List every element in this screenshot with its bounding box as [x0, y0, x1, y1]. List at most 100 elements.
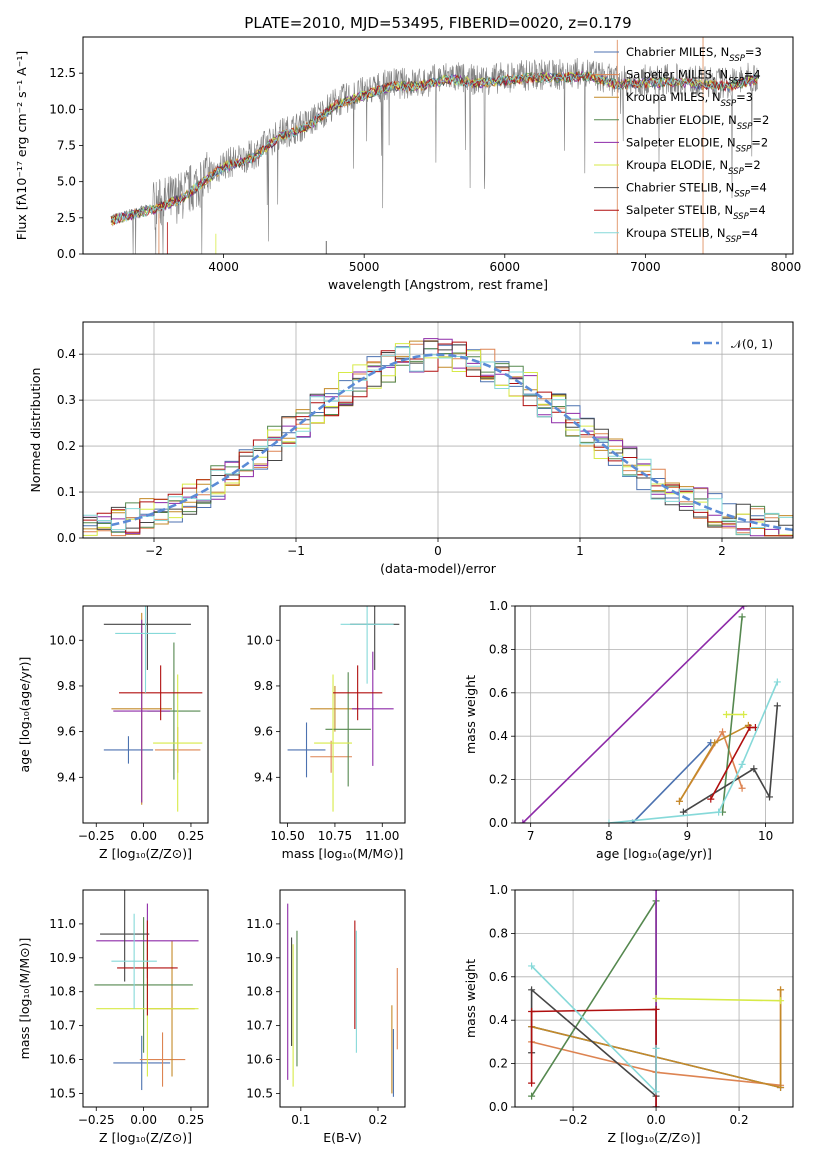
legend-label-name: Chabrier STELIB, N	[626, 181, 734, 195]
plus-marker	[711, 739, 719, 747]
y-tick-label: 10.9	[49, 951, 76, 965]
mass-weight-line	[530, 1008, 657, 1107]
y-tick-label: 10.5	[49, 1086, 76, 1100]
model-spectrum-line	[110, 71, 758, 226]
plus-marker	[528, 1008, 536, 1016]
mass-weight-line	[531, 965, 657, 1094]
plus-marker	[750, 765, 758, 773]
y-tick-label: 10.6	[246, 1053, 273, 1067]
x-tick-label: 7000	[630, 260, 661, 274]
x-axis-label: age [log₁₀(age/yr)]	[596, 846, 712, 861]
residuals-frame	[82, 321, 794, 539]
observed-spectrum-line	[110, 57, 758, 254]
y-tick-label: 10.7	[246, 1019, 273, 1033]
plus-marker	[707, 795, 715, 803]
y-tick-label: 9.8	[254, 679, 273, 693]
y-tick-label: 2.5	[57, 211, 76, 225]
y-tick-label: 0.8	[489, 642, 508, 656]
legend-label-sub: SSP	[721, 99, 737, 109]
plus-marker	[679, 808, 687, 816]
y-tick-label: 7.5	[57, 139, 76, 153]
mass-weight-line	[682, 705, 779, 813]
plus-marker	[652, 995, 660, 1002]
legend-label: Chabrier STELIB, NSSP=4	[626, 181, 767, 200]
x-tick-label: 0	[434, 544, 442, 558]
y-tick-label: 0.2	[489, 1057, 508, 1071]
x-tick-label: 0.2	[368, 1113, 387, 1127]
x-tick-label: 7	[527, 829, 535, 843]
x-tick-label: 0.25	[178, 829, 205, 843]
x-tick-label: −0.25	[78, 829, 115, 843]
legend-label-sub: SSP	[728, 167, 744, 177]
plus-marker	[528, 962, 536, 970]
plus-marker	[722, 711, 730, 718]
x-tick-label: −2	[145, 544, 163, 558]
plus-marker	[777, 986, 785, 994]
y-tick-label: 0.0	[489, 816, 508, 830]
x-tick-label: 0.0	[647, 1113, 666, 1127]
y-tick-label: 1.0	[489, 883, 508, 897]
x-tick-label: 0.2	[730, 1113, 749, 1127]
y-axis-label: Flux [fλ10⁻¹⁷ erg cm⁻² s⁻¹ A⁻¹]	[14, 51, 29, 240]
y-tick-label: 10.9	[246, 951, 273, 965]
plus-marker	[652, 890, 660, 894]
legend-label-name: Salpeter MILES, N	[626, 68, 728, 82]
legend-label-suffix: =2	[752, 113, 769, 127]
x-tick-label: 9	[683, 829, 691, 843]
legend-label-name: Salpeter ELODIE, N	[626, 135, 736, 149]
legend-label: Salpeter STELIB, NSSP=4	[626, 203, 766, 222]
legend-label-sub: SSP	[729, 54, 745, 64]
legend-label-sub: SSP	[736, 144, 752, 154]
y-tick-label: 1.0	[489, 599, 508, 613]
plus-marker	[519, 819, 527, 823]
x-tick-label: 2	[718, 544, 726, 558]
model-spectrum-line	[110, 71, 758, 226]
legend-label-name: Chabrier ELODIE, N	[626, 113, 737, 127]
x-tick-label: 5000	[349, 260, 380, 274]
normal-reference-curve	[111, 353, 793, 532]
y-tick-label: 0.2	[489, 773, 508, 787]
plus-marker	[777, 997, 785, 1005]
mass-weight-vs-age-frame	[514, 605, 794, 824]
y-axis-label: Normed distribution	[28, 368, 43, 493]
legend-label: Salpeter MILES, NSSP=4	[626, 68, 761, 87]
y-tick-label: 0.4	[489, 1013, 508, 1027]
y-tick-label: 9.8	[57, 679, 76, 693]
y-tick-label: 10.6	[49, 1053, 76, 1067]
plus-marker	[740, 606, 748, 610]
plus-marker	[652, 1088, 660, 1096]
y-tick-label: 10.0	[49, 633, 76, 647]
y-tick-label: 10.0	[246, 633, 273, 647]
x-tick-label: −0.25	[78, 1113, 115, 1127]
mass-weight-line	[522, 606, 745, 823]
y-tick-label: 9.4	[57, 770, 76, 784]
legend-label-sub: SSP	[728, 77, 744, 87]
plus-marker	[652, 1044, 660, 1052]
y-tick-label: 0.0	[57, 247, 76, 261]
plus-marker	[773, 678, 781, 686]
x-tick-label: 10	[758, 829, 773, 843]
y-tick-label: 11.0	[246, 917, 273, 931]
chart-title: PLATE=2010, MJD=53495, FIBERID=0020, z=0…	[244, 14, 631, 32]
legend-label-sub: SSP	[726, 235, 742, 245]
age-vs-z-errorbars	[103, 606, 203, 812]
mass-vs-ebv-axes: 0.1 0.2 10.5 10.6 10.7 10.8 10.9 11.0 E(B-V)	[246, 917, 387, 1145]
y-tick-label: 0.4	[489, 729, 508, 743]
legend-label-suffix: =4	[750, 181, 767, 195]
residual-histogram-step	[83, 347, 793, 535]
legend-label-name: Kroupa STELIB, N	[626, 226, 726, 240]
mass-weight-line	[608, 681, 779, 823]
x-tick-label: −1	[287, 544, 305, 558]
y-tick-label: 10.8	[49, 985, 76, 999]
x-tick-label: −0.2	[559, 1113, 588, 1127]
plus-marker	[605, 819, 613, 823]
y-tick-label: 0.6	[489, 686, 508, 700]
mass-weight-vs-z-axes: −0.2 0.0 0.2 0.0 0.2 0.4 0.6 0.8 1.0 Z [log₁₀(Z/Z…	[463, 883, 793, 1145]
x-axis-label: Z [log₁₀(Z/Z⊙)]	[608, 1130, 701, 1145]
spectrum-plot	[110, 37, 758, 254]
plus-marker	[740, 711, 748, 718]
x-axis-label: wavelength [Angstrom, rest frame]	[328, 277, 548, 292]
y-tick-label: 0.0	[489, 1100, 508, 1114]
y-tick-label: 9.6	[254, 725, 273, 739]
